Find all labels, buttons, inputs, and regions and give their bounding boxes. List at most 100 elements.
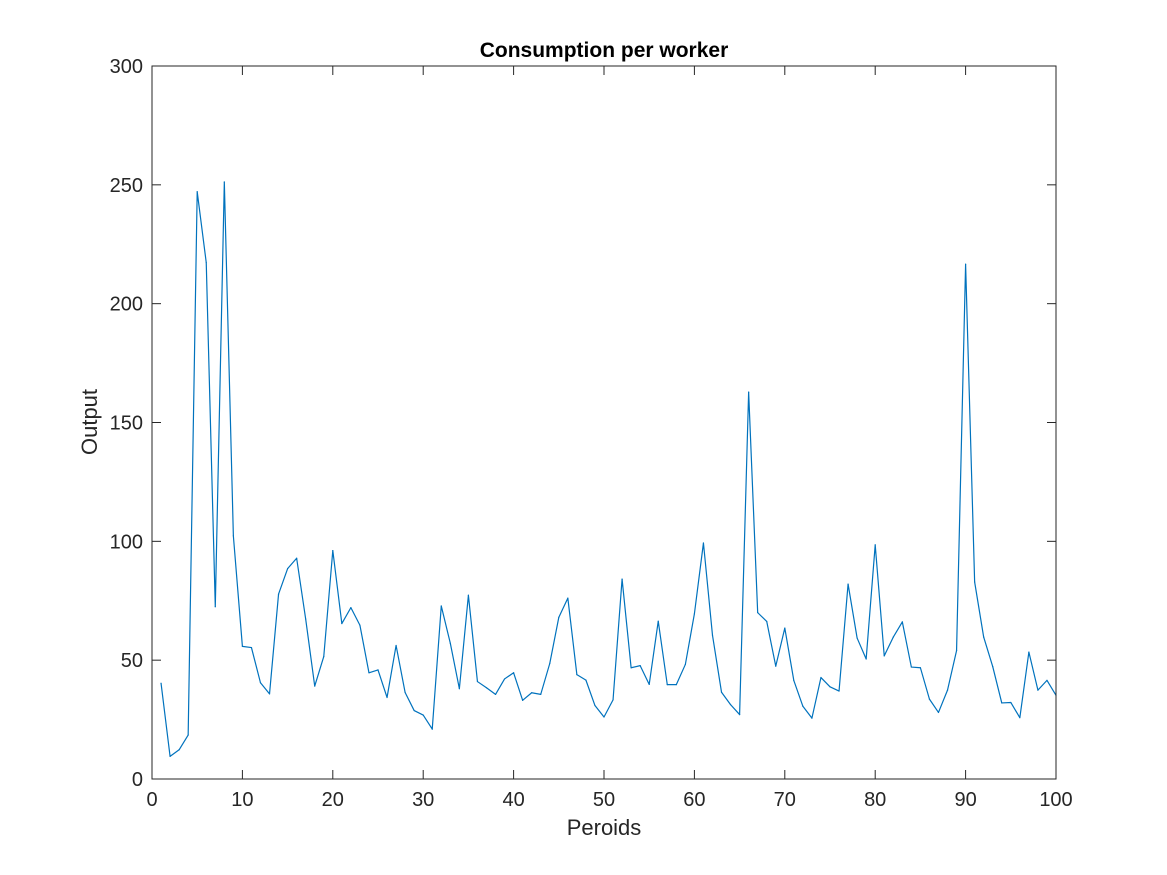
data-point	[386, 696, 388, 699]
data-point	[467, 594, 469, 596]
axes-box	[151, 65, 1057, 780]
data-point	[910, 666, 912, 668]
data-point	[314, 685, 316, 687]
data-point	[784, 627, 786, 629]
data-point	[992, 665, 994, 668]
data-point	[612, 699, 614, 701]
data-point	[169, 755, 171, 758]
data-point	[856, 637, 858, 639]
data-point	[196, 191, 198, 193]
data-point	[974, 581, 976, 583]
data-point	[1019, 717, 1021, 719]
data-point	[341, 622, 343, 625]
data-point	[775, 665, 777, 667]
data-point	[720, 691, 723, 693]
data-point	[1037, 689, 1039, 691]
data-point	[983, 636, 985, 638]
data-point	[250, 646, 253, 649]
y-tick-label: 0	[132, 769, 143, 791]
data-point	[232, 535, 234, 537]
y-tick-label: 50	[121, 650, 143, 672]
x-axis-label: Peroids	[567, 815, 642, 840]
data-point	[630, 667, 632, 669]
data-point	[531, 692, 533, 694]
y-axis-label: Output	[77, 389, 102, 455]
y-tick-label: 300	[110, 56, 143, 78]
x-tick-label: 30	[412, 789, 434, 811]
data-point	[422, 714, 424, 716]
data-point	[594, 704, 596, 707]
data-point	[585, 679, 587, 681]
data-point	[359, 624, 361, 626]
data-point	[766, 620, 768, 623]
x-tick-label: 10	[231, 789, 253, 811]
x-tick-label: 100	[1039, 789, 1072, 811]
data-point	[404, 691, 406, 694]
data-point	[675, 684, 677, 686]
y-tick-label: 200	[110, 294, 143, 316]
data-point	[160, 682, 162, 684]
data-point	[748, 391, 750, 393]
data-point	[955, 650, 958, 652]
data-point	[739, 713, 741, 716]
data-point	[395, 644, 397, 647]
data-point	[259, 682, 262, 684]
data-point	[323, 656, 325, 658]
x-tick-label: 50	[593, 789, 615, 811]
data-point	[513, 672, 515, 674]
x-tick-label: 20	[322, 789, 344, 811]
data-point	[639, 665, 641, 667]
data-point	[847, 583, 849, 585]
data-point	[883, 655, 885, 657]
data-point	[865, 658, 867, 660]
y-tick-label: 100	[110, 531, 143, 553]
data-point	[214, 606, 216, 608]
data-point	[928, 698, 931, 700]
data-point	[241, 645, 243, 647]
data-point	[350, 607, 352, 609]
data-point	[657, 620, 659, 622]
data-point	[820, 676, 822, 679]
x-tick-label: 70	[774, 789, 796, 811]
data-point	[621, 578, 623, 580]
data-point	[413, 709, 415, 712]
data-point	[838, 690, 840, 692]
data-point	[576, 674, 578, 676]
data-point	[277, 593, 280, 595]
data-point	[540, 693, 542, 695]
data-point	[874, 544, 876, 546]
data-point	[757, 612, 759, 614]
data-point	[205, 261, 207, 264]
data-point	[305, 618, 307, 620]
data-point	[494, 693, 497, 695]
x-tick-label: 40	[502, 789, 524, 811]
x-tick-label: 60	[683, 789, 705, 811]
data-point	[187, 734, 189, 736]
series-line	[160, 181, 1057, 758]
data-point	[440, 605, 442, 607]
data-point	[567, 597, 569, 599]
data-point	[919, 667, 922, 669]
data-point	[1028, 651, 1030, 653]
data-point	[485, 687, 488, 689]
data-point	[368, 672, 370, 674]
data-point	[1046, 679, 1048, 681]
data-point	[377, 669, 379, 671]
data-point	[431, 728, 433, 730]
data-point	[458, 688, 460, 690]
data-point	[178, 749, 180, 751]
y-tick-label: 250	[110, 175, 143, 197]
chart-title: Consumption per worker	[480, 39, 729, 62]
data-point	[937, 711, 940, 714]
data-point	[522, 699, 524, 701]
data-point	[223, 181, 225, 183]
data-points	[160, 181, 1057, 758]
data-point	[946, 689, 949, 691]
data-point	[901, 621, 903, 623]
data-point	[476, 680, 479, 683]
data-point	[287, 568, 289, 570]
data-point	[1001, 702, 1003, 704]
data-point	[693, 613, 696, 615]
data-point	[549, 662, 551, 665]
